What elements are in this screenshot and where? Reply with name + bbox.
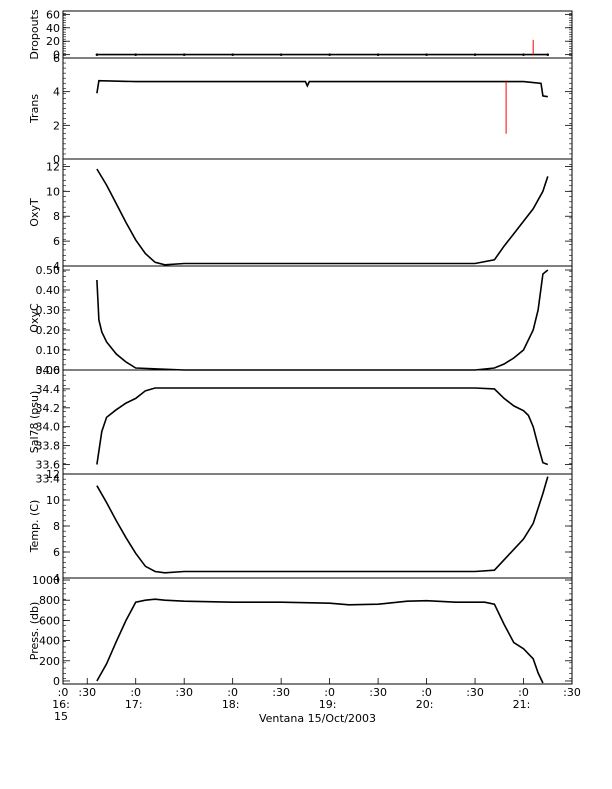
panel-0-ylabel: Dropouts (28, 9, 41, 59)
x-axis-tick-label: :0 (227, 686, 238, 699)
panel-6-series-0 (96, 598, 544, 684)
panel-6-ylabel: Press. (db) (28, 602, 41, 661)
x-axis-tick-label: :30 (78, 686, 96, 699)
panel-0-ytick-label: 20 (46, 35, 60, 48)
panel-4-series-0 (96, 387, 549, 466)
panel-1-ytick-label: 4 (53, 86, 60, 99)
panel-4-ytick-label: 34.4 (36, 383, 61, 396)
x-axis-hour-label: 18: (222, 698, 240, 711)
panel-5-ytick-label: 10 (46, 494, 60, 507)
panel-0-point (279, 53, 283, 56)
x-axis-tick-label: :0 (58, 686, 69, 699)
x-axis-hour-label: 19: (319, 698, 337, 711)
panel-5-series-0 (96, 476, 549, 574)
panel-3-ytick-label: 0.30 (36, 304, 61, 317)
panel-4-ytick-label: 33.6 (36, 459, 61, 472)
x-axis-tick-label: :0 (421, 686, 432, 699)
panel-3-ytick-label: 0.10 (36, 344, 61, 357)
x-axis-tick-label: :30 (369, 686, 387, 699)
panel-5-ylabel: Temp. (C) (28, 500, 41, 554)
x-axis-hour-label: 17: (125, 698, 143, 711)
panel-2-ytick-label: 4 (53, 260, 60, 273)
panel-6-ytick-label: 600 (39, 614, 60, 627)
x-axis-tick-label: :0 (130, 686, 141, 699)
panel-0-point (182, 53, 186, 56)
panel-4-ytick-label: 34.0 (36, 421, 61, 434)
panel-5-frame (62, 473, 573, 579)
panel-4-extra-tick-label: 33.4 (36, 473, 61, 486)
x-axis-tick-label: :30 (466, 686, 484, 699)
panel-1-ylabel: Trans (28, 94, 41, 124)
x-axis-tick-label: :30 (175, 686, 193, 699)
x-axis-extra-label: 15 (54, 710, 68, 723)
panel-0-point (376, 53, 380, 56)
x-axis-hour-label: 21: (513, 698, 531, 711)
panel-2-ytick-label: 12 (46, 160, 60, 173)
panel-3-ylabel: OxyC (28, 303, 41, 333)
panel-1-ytick-label: 2 (53, 119, 60, 132)
panel-3-ytick-label: 0.40 (36, 284, 61, 297)
panel-5-ytick-label: 8 (53, 520, 60, 533)
panel-1-series-0 (96, 79, 548, 98)
panel-0-point (473, 53, 477, 56)
panel-0-ytick-label: 0 (53, 49, 60, 62)
x-axis-hour-label: 20: (416, 698, 434, 711)
panel-2-ytick-label: 8 (53, 210, 60, 223)
panel-4-ylabel: Sal78 (psu) (28, 391, 41, 454)
panel-5-ytick-label: 12 (46, 468, 60, 481)
panel-4-ytick-label: 34.2 (36, 402, 61, 415)
x-axis-tick-label: :30 (563, 686, 581, 699)
x-axis-title: Ventana 15/Oct/2003 (259, 712, 376, 725)
panel-4-ytick-label: 34.6 (36, 364, 61, 377)
panel-0-point (134, 53, 138, 56)
panel-0-point (522, 53, 525, 56)
panel-6-ytick-label: 400 (39, 635, 60, 648)
panel-5-ytick-label: 6 (53, 546, 60, 559)
panel-0-frame (62, 10, 573, 59)
panel-0-point (546, 53, 550, 56)
panel-3-ytick-label: 0.50 (36, 264, 61, 277)
x-axis-tick-label: :30 (272, 686, 290, 699)
panel-5-ytick-label: 4 (53, 572, 60, 585)
panel-1-ytick-label: 6 (53, 52, 60, 65)
panel-3-ytick-label: 0.00 (36, 364, 61, 377)
panel-6-ytick-label: 1000 (32, 574, 60, 587)
x-axis-hour-label: 16: (52, 698, 70, 711)
panel-2-ytick-label: 6 (53, 235, 60, 248)
panel-0-point (425, 53, 428, 56)
panel-0-ytick-label: 60 (46, 8, 60, 21)
x-axis-tick-label: :0 (518, 686, 529, 699)
panel-2-ylabel: OxyT (28, 198, 41, 227)
panel-4-ytick-label: 33.8 (36, 440, 61, 453)
panel-1-frame (62, 57, 573, 160)
panel-3-series-0 (96, 269, 549, 371)
panel-2-ytick-label: 10 (46, 185, 60, 198)
panel-0-ytick-label: 40 (46, 22, 60, 35)
panel-3-frame (62, 265, 573, 371)
panel-2-series-0 (96, 168, 549, 266)
panel-0-point (231, 53, 234, 56)
panel-1-ytick-label: 0 (53, 153, 60, 166)
panel-4-frame (62, 369, 573, 475)
panel-0-point (95, 53, 99, 56)
x-axis-tick-label: :0 (324, 686, 335, 699)
panel-6-frame (62, 577, 573, 685)
panel-6-ytick-label: 0 (53, 675, 60, 688)
panel-3-ytick-label: 0.20 (36, 324, 61, 337)
panel-6-ytick-label: 800 (39, 594, 60, 607)
panel-0-point (328, 53, 331, 56)
panel-6-ytick-label: 200 (39, 655, 60, 668)
panel-2-frame (62, 158, 573, 267)
